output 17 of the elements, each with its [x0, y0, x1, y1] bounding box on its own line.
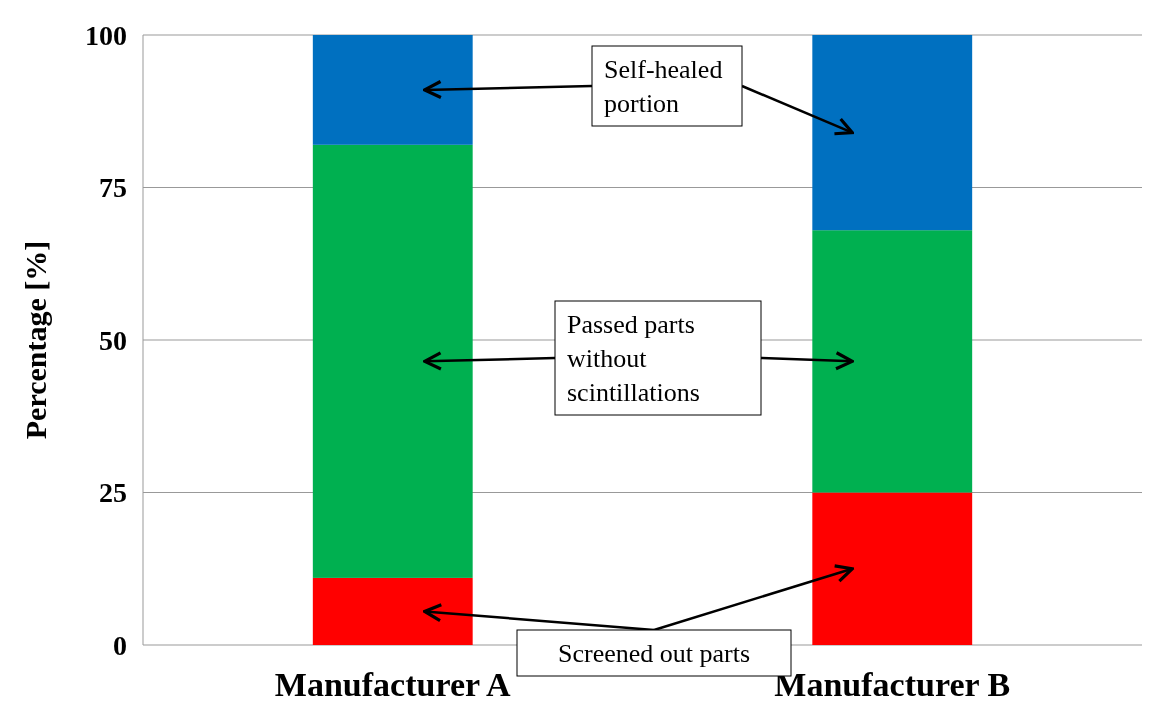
y-tick-label: 0 — [113, 629, 127, 661]
bar — [812, 492, 973, 645]
y-tick-label: 75 — [99, 172, 127, 204]
y-tick-label: 100 — [85, 19, 127, 51]
bar — [812, 35, 973, 231]
bar — [312, 35, 473, 145]
bar — [312, 144, 473, 578]
annotation: Passed parts without scintillations — [567, 310, 700, 408]
bar — [312, 577, 473, 645]
y-tick-label: 25 — [99, 477, 127, 509]
x-tick-label: Manufacturer B — [774, 666, 1011, 702]
annotation: Screened out parts — [557, 639, 751, 669]
y-tick-label: 50 — [99, 324, 127, 356]
annotation: Self-healed portion — [604, 55, 723, 119]
y-axis-title: Percentage [%] — [19, 240, 52, 440]
x-tick-label: Manufacturer A — [274, 666, 512, 702]
bar — [812, 230, 973, 493]
